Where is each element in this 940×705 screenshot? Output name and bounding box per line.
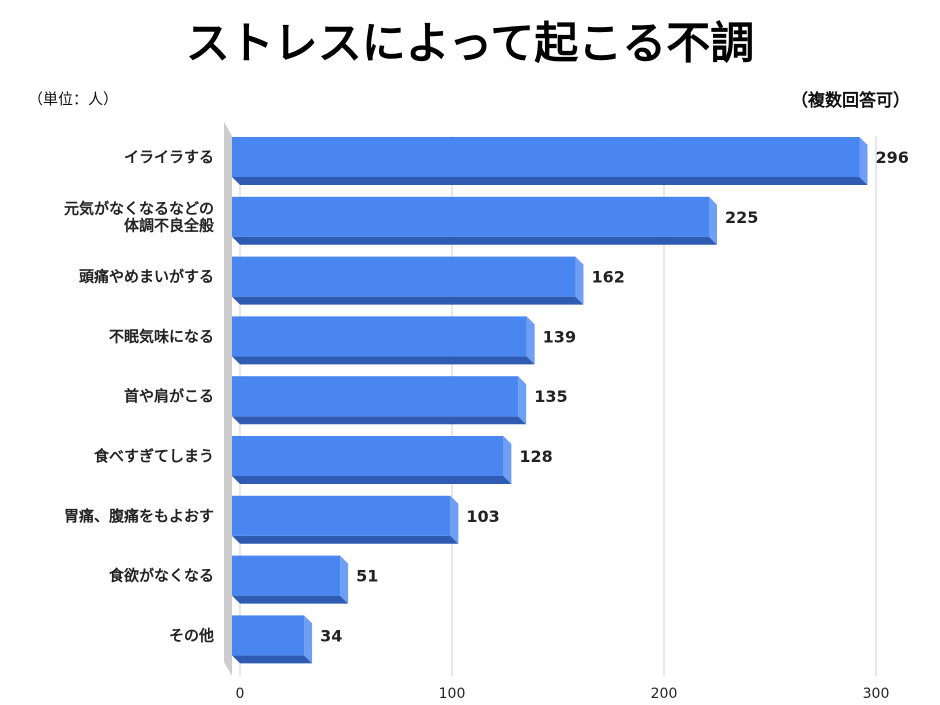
bar-bottom-face <box>232 236 717 245</box>
value-label: 135 <box>534 387 567 406</box>
category-label: 食欲がなくなる <box>109 567 214 585</box>
bar-bottom-face <box>232 416 527 425</box>
category-label: 元気がなくなるなどの <box>64 199 214 217</box>
bar <box>232 376 527 425</box>
bar-front-face <box>232 615 305 656</box>
bar-bottom-face <box>232 177 868 185</box>
bar-front-face <box>232 196 709 237</box>
value-label: 139 <box>543 327 576 346</box>
bar-front-face <box>232 137 860 177</box>
category-label: 首や肩がこる <box>124 387 214 405</box>
x-tick-label: 0 <box>236 686 245 702</box>
bar-front-face <box>232 555 341 596</box>
category-label: 胃痛、腹痛をもよおす <box>64 507 214 525</box>
bar-front-face <box>232 436 504 476</box>
category-label: 頭痛やめまいがする <box>79 268 214 286</box>
bar-side-face <box>450 495 459 544</box>
bar <box>232 495 459 544</box>
value-label: 51 <box>356 567 378 586</box>
bar <box>232 196 717 245</box>
unit-note: （単位：人） <box>28 90 118 108</box>
bar <box>232 256 584 305</box>
value-label: 103 <box>466 507 499 526</box>
category-labels: イライラする元気がなくなるなどの体調不良全般頭痛やめまいがする不眠気味になる首や… <box>64 148 214 644</box>
category-label: 体調不良全般 <box>124 216 214 234</box>
x-tick-label: 100 <box>439 686 466 702</box>
bar-bottom-face <box>232 535 459 544</box>
bar-side-face <box>526 316 535 365</box>
bar-bottom-face <box>232 356 535 365</box>
value-label: 225 <box>725 208 758 227</box>
bar-front-face <box>232 316 527 357</box>
value-labels: 296 225 162 139 135 128 103 51 34 <box>320 148 909 645</box>
bar-side-face <box>518 376 527 425</box>
bar-side-face <box>859 137 868 185</box>
bar <box>232 316 535 365</box>
bar <box>232 436 512 484</box>
answer-note: （複数回答可） <box>791 90 910 111</box>
x-axis-ticks: 0 100 200 300 <box>236 686 890 702</box>
bar <box>232 615 313 664</box>
bar-bottom-face <box>232 476 512 484</box>
value-label: 128 <box>519 447 552 466</box>
bar-front-face <box>232 495 451 536</box>
chart-floor-wall <box>224 122 232 676</box>
bar-front-face <box>232 256 576 297</box>
value-label: 162 <box>591 268 624 287</box>
category-label: その他 <box>169 626 214 644</box>
bar-side-face <box>575 256 584 305</box>
bar-side-face <box>304 615 313 664</box>
bars <box>232 137 868 664</box>
bar-bottom-face <box>232 655 313 664</box>
x-tick-label: 200 <box>651 686 678 702</box>
bar <box>232 555 349 604</box>
bar-side-face <box>503 436 512 484</box>
category-label: イライラする <box>124 148 214 166</box>
bar-bottom-face <box>232 595 349 604</box>
bar-bottom-face <box>232 296 584 305</box>
x-tick-label: 300 <box>863 686 890 702</box>
bar <box>232 137 868 185</box>
chart-floor <box>224 122 232 676</box>
category-label: 食べすぎてしまう <box>94 447 214 465</box>
bar-side-face <box>340 555 349 604</box>
category-label: 不眠気味になる <box>109 327 214 345</box>
value-label: 296 <box>876 148 909 167</box>
bar-side-face <box>709 196 717 245</box>
value-label: 34 <box>320 626 342 645</box>
chart-title: ストレスによって起こる不調 <box>186 18 754 69</box>
bar-front-face <box>232 376 519 417</box>
